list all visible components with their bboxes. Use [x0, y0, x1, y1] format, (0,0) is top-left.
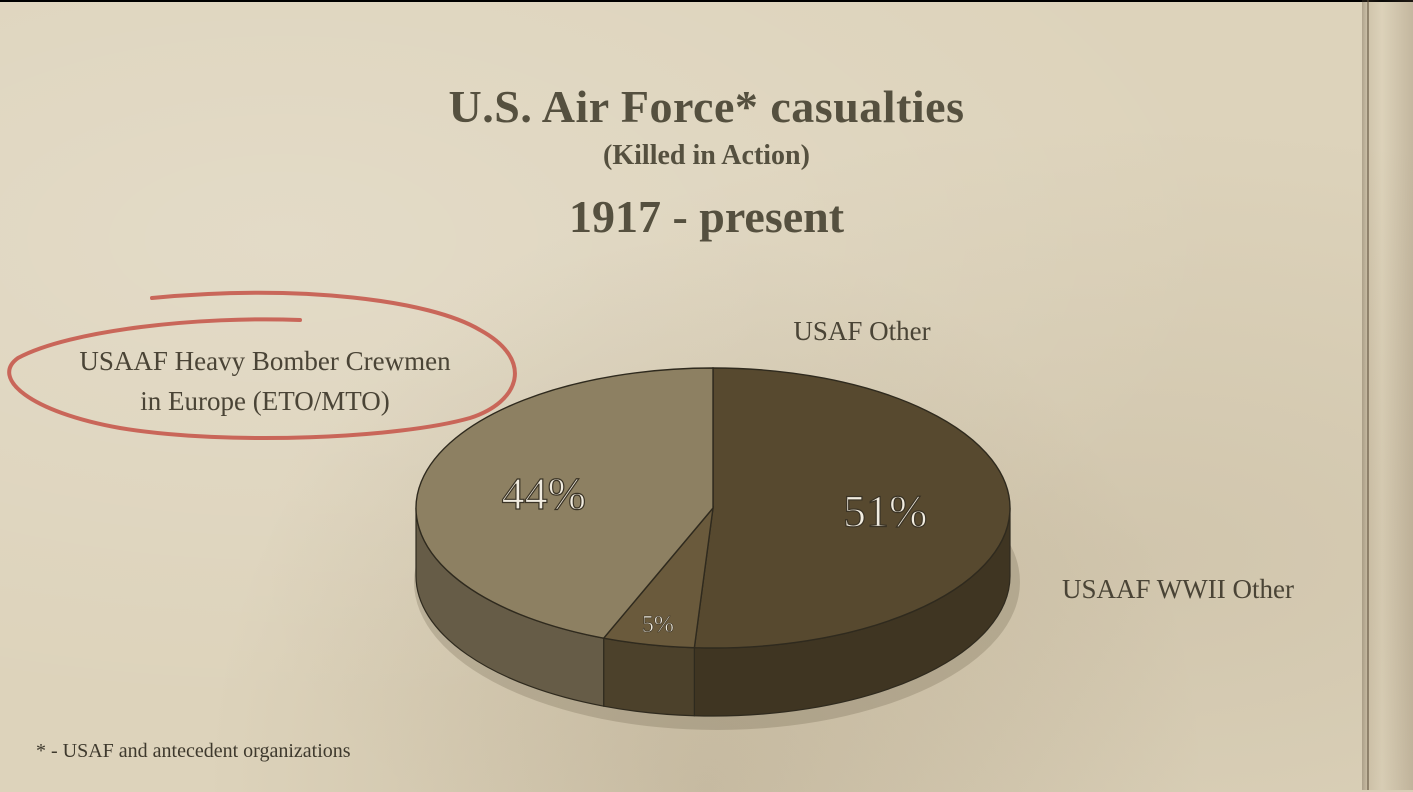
slice-category-label: USAAF WWII Other: [1062, 574, 1294, 604]
chart-title: U.S. Air Force* casualties: [448, 81, 965, 132]
slice-category-label-line: in Europe (ETO/MTO): [140, 386, 389, 416]
chart-period: 1917 - present: [568, 191, 845, 242]
slice-category-label-line: USAAF WWII Other: [1062, 574, 1294, 604]
highlight-circle: [7, 290, 517, 441]
book-spine-line: [1367, 0, 1369, 790]
slice-category-label: USAAF Heavy Bomber Crewmen in Europe (ETO…: [79, 346, 451, 416]
pie-slice-2: [415, 367, 714, 639]
pie-side-1: [603, 637, 695, 717]
slice-value-label: 44%: [502, 468, 586, 519]
slice-category-label-line: USAF Other: [793, 316, 930, 346]
slice-value-label: 51%: [843, 486, 927, 537]
slice-category-label: USAF Other: [793, 316, 930, 346]
book-spine-shadow: [1362, 0, 1413, 790]
chart-subtitle: (Killed in Action): [603, 140, 810, 171]
slice-value-label: 5%: [642, 612, 674, 638]
footnote: * - USAF and antecedent organizations: [36, 740, 351, 762]
slice-category-label-line: USAAF Heavy Bomber Crewmen: [79, 346, 451, 376]
pie-slice-0: [693, 367, 1011, 649]
